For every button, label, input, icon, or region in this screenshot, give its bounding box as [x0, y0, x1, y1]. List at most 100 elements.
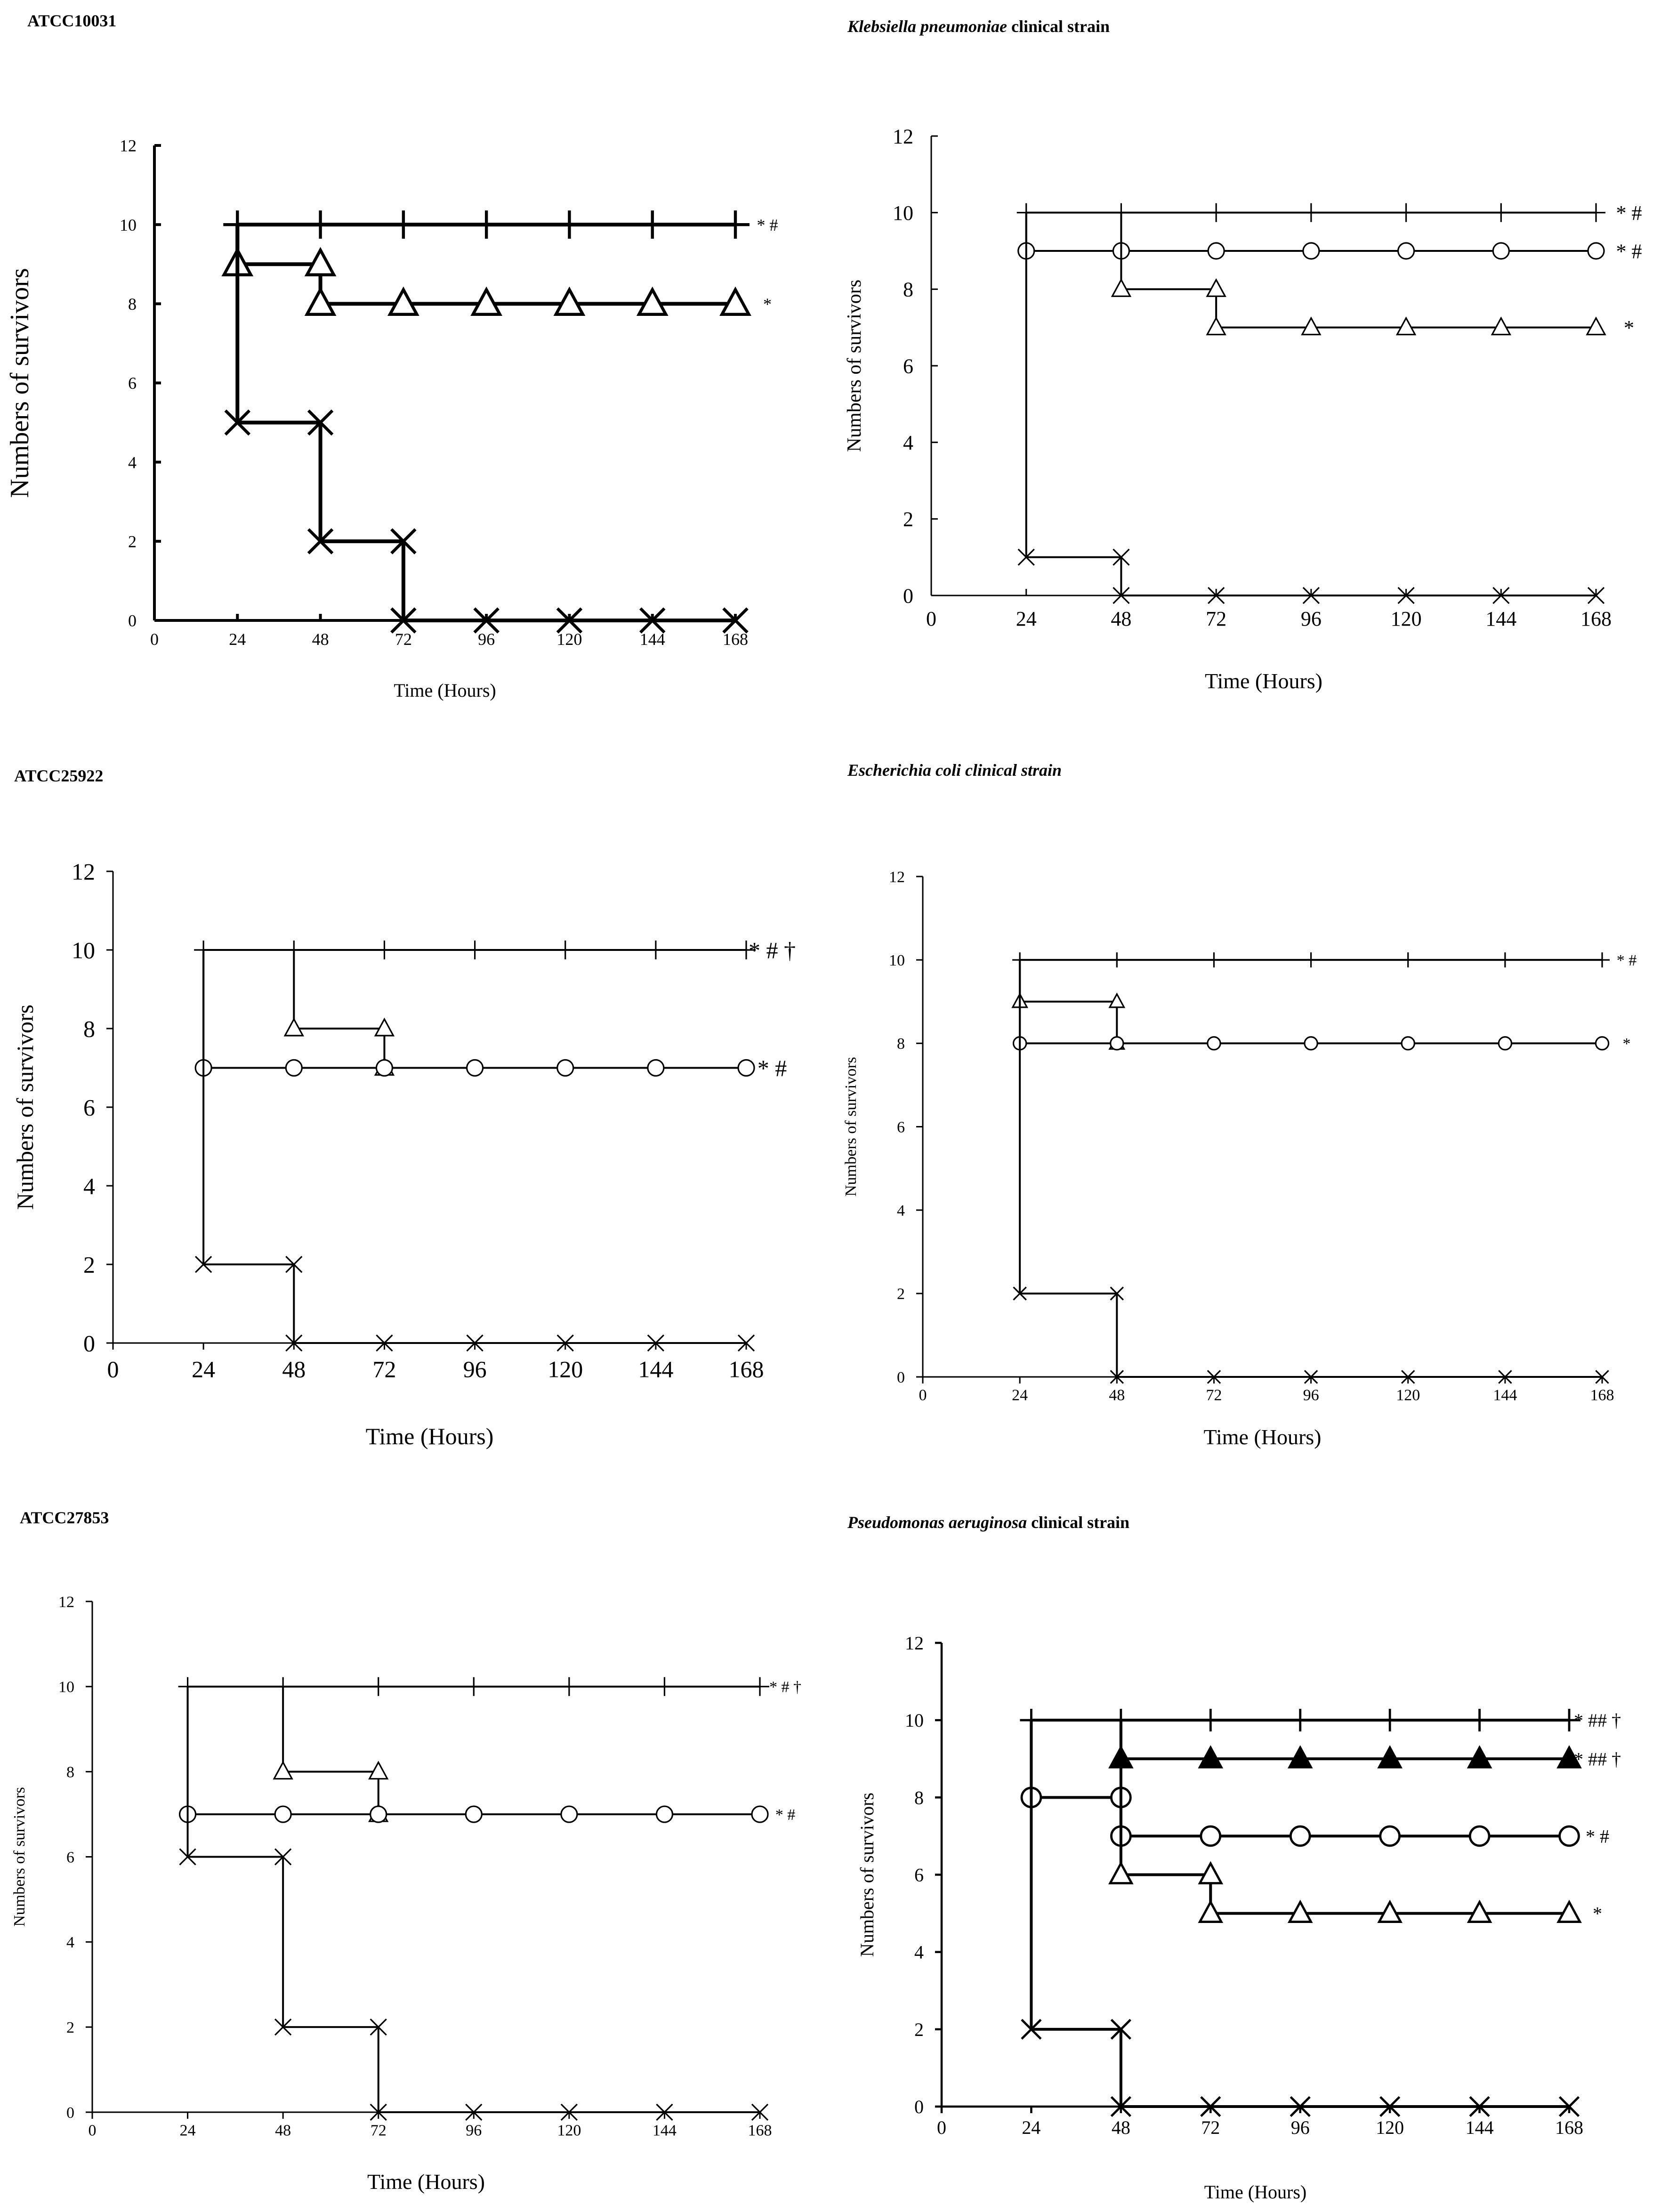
- x-tick-label: 0: [937, 2117, 946, 2138]
- series-cross: [179, 1686, 769, 2121]
- marker-plus: [1492, 203, 1511, 222]
- marker-triangle: [304, 247, 337, 276]
- y-tick-label: 4: [83, 1173, 95, 1199]
- y-tick-label: 4: [897, 1202, 905, 1220]
- marker-circle: [1492, 242, 1510, 260]
- marker-cross-b: [639, 607, 666, 634]
- significance-annotation: *: [1593, 1903, 1602, 1924]
- marker-cross-b: [1304, 1370, 1318, 1384]
- y-tick-label: 10: [893, 201, 913, 225]
- marker-cross: [1498, 1370, 1512, 1384]
- y-tick-label: 0: [903, 584, 913, 607]
- y-tick-label: 12: [58, 1593, 74, 1611]
- panel-5-title: ATCC27853: [20, 1508, 109, 1527]
- y-axis-label: Numbers of survivors: [12, 1005, 38, 1210]
- series-circle: * #: [1020, 1720, 1609, 1847]
- marker-circle: [1200, 1825, 1222, 1847]
- marker-cross: [274, 1848, 292, 1866]
- marker-cross-b: [390, 607, 417, 634]
- x-tick-label: 0: [919, 1386, 927, 1404]
- marker-cross-b: [466, 1334, 484, 1352]
- marker-cross: [1208, 587, 1225, 604]
- marker-plus: [646, 941, 665, 959]
- y-tick-label: 12: [893, 125, 913, 148]
- marker-cross-b: [1110, 1370, 1124, 1384]
- x-tick-label: 24: [229, 630, 246, 649]
- marker-cross: [560, 2103, 578, 2121]
- marker-cross: [1021, 2019, 1042, 2040]
- y-tick-label: 0: [83, 1330, 95, 1357]
- marker-cross: [556, 1334, 574, 1352]
- marker-plus: [1109, 952, 1125, 968]
- marker-cross-b: [647, 1334, 664, 1352]
- panel-2-title: Klebsiella pneumoniae clinical strain: [847, 17, 1110, 36]
- marker-filled-triangle: [1467, 1745, 1492, 1769]
- marker-cross: [1587, 587, 1605, 604]
- marker-cross-b: [1379, 2096, 1401, 2117]
- marker-cross-b: [307, 409, 334, 436]
- series-circle-line: [1025, 212, 1596, 252]
- x-tick-label: 144: [1485, 607, 1516, 630]
- x-tick-label: 48: [312, 630, 329, 649]
- marker-cross: [307, 528, 334, 555]
- marker-plus: [1497, 952, 1513, 968]
- series-circle: * #: [1017, 212, 1642, 263]
- y-tick-label: 12: [72, 859, 95, 885]
- panel-6-title: Pseudomonas aeruginosa clinical strain: [847, 1513, 1129, 1532]
- marker-cross: [274, 2019, 292, 2036]
- x-tick-label: 96: [478, 630, 495, 649]
- series-triangle-line: [1019, 960, 1118, 1044]
- series-plus: * # †: [194, 937, 796, 964]
- marker-cross-b: [1492, 587, 1510, 604]
- series-triangle-line: [1119, 1720, 1569, 1915]
- marker-plus: [638, 210, 667, 239]
- marker-circle: [1379, 1825, 1401, 1847]
- marker-cross: [751, 2103, 769, 2121]
- marker-triangle: [374, 1017, 395, 1037]
- significance-annotation: *: [1623, 1035, 1631, 1053]
- marker-triangle: [1287, 1899, 1313, 1923]
- y-tick-label: 6: [914, 1865, 924, 1886]
- y-tick-label: 6: [128, 374, 137, 393]
- marker-cross-b: [722, 607, 749, 634]
- marker-triangle: [1556, 1899, 1582, 1923]
- marker-filled-triangle: [1198, 1745, 1224, 1769]
- marker-triangle: [1111, 278, 1132, 297]
- marker-triangle: [1198, 1899, 1224, 1923]
- marker-cross: [1200, 2096, 1221, 2117]
- marker-plus: [1468, 1709, 1491, 1732]
- marker-plus: [559, 1677, 579, 1696]
- series-cross-line: [202, 950, 746, 1344]
- marker-cross: [390, 607, 417, 634]
- marker-circle: [751, 1805, 769, 1823]
- panel-6-title-rest: clinical strain: [1027, 1513, 1129, 1532]
- y-tick-label: 0: [897, 1369, 905, 1386]
- marker-cross-b: [465, 2103, 483, 2121]
- x-tick-label: 48: [1111, 607, 1131, 630]
- marker-plus: [375, 941, 394, 959]
- x-tick-label: 0: [926, 607, 936, 630]
- marker-plus: [556, 941, 575, 959]
- marker-cross-b: [1208, 587, 1225, 604]
- marker-plus: [1587, 203, 1605, 222]
- significance-annotation: *: [763, 295, 772, 314]
- marker-plus: [1206, 952, 1222, 968]
- marker-plus: [1207, 203, 1226, 222]
- significance-annotation: *: [1624, 316, 1634, 339]
- marker-cross: [556, 607, 583, 634]
- marker-cross-b: [1498, 1370, 1512, 1384]
- x-tick-label: 72: [1206, 607, 1226, 630]
- x-tick-label: 72: [372, 1356, 396, 1383]
- panel-6-title-italic: Pseudomonas aeruginosa: [847, 1513, 1027, 1532]
- y-tick-label: 10: [72, 937, 95, 964]
- significance-annotation: * # †: [769, 1679, 801, 1696]
- marker-cross: [1110, 1287, 1124, 1301]
- marker-triangle: [1491, 316, 1511, 336]
- marker-cross-b: [376, 1334, 393, 1352]
- marker-cross: [1110, 2019, 1131, 2040]
- panel-3-title: ATCC25922: [14, 766, 103, 785]
- y-tick-label: 12: [120, 137, 137, 155]
- marker-circle: [375, 1059, 394, 1077]
